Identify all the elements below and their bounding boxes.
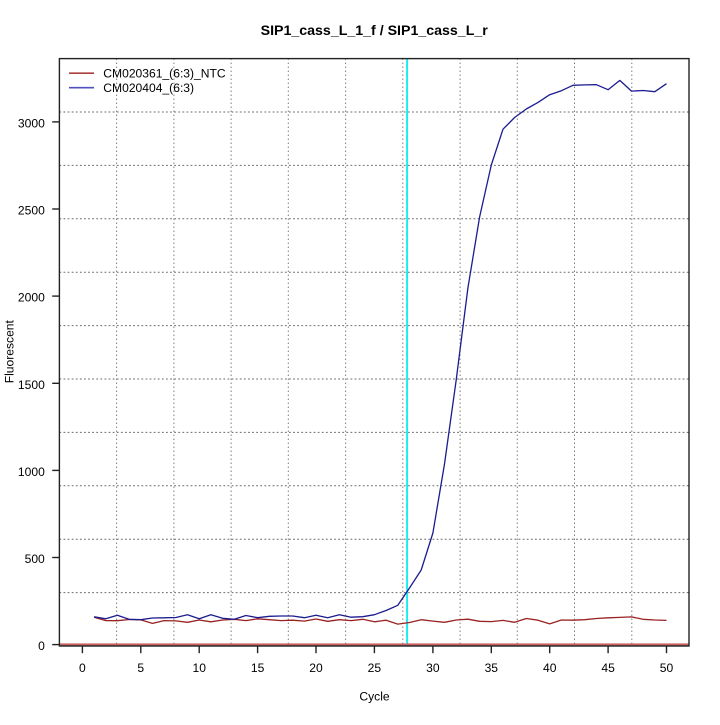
svg-text:0: 0 xyxy=(79,661,86,675)
svg-text:SIP1_cass_L_1_f / SIP1_cass_L_: SIP1_cass_L_1_f / SIP1_cass_L_r xyxy=(261,23,489,39)
svg-text:10: 10 xyxy=(192,661,206,675)
svg-text:Cycle: Cycle xyxy=(359,689,390,703)
svg-text:15: 15 xyxy=(251,661,265,675)
svg-text:CM020361_(6:3)_NTC: CM020361_(6:3)_NTC xyxy=(103,66,226,80)
svg-text:2000: 2000 xyxy=(18,291,45,305)
svg-text:30: 30 xyxy=(426,661,440,675)
svg-text:45: 45 xyxy=(601,661,615,675)
svg-text:1000: 1000 xyxy=(18,465,45,479)
svg-text:2500: 2500 xyxy=(18,204,45,218)
svg-text:1500: 1500 xyxy=(18,378,45,392)
svg-text:40: 40 xyxy=(543,661,557,675)
svg-text:35: 35 xyxy=(485,661,499,675)
svg-text:3000: 3000 xyxy=(18,116,45,130)
svg-text:0: 0 xyxy=(38,639,45,653)
svg-text:CM020404_(6:3): CM020404_(6:3) xyxy=(103,81,194,95)
svg-text:Fluorescent: Fluorescent xyxy=(3,319,17,383)
svg-text:20: 20 xyxy=(309,661,323,675)
svg-text:5: 5 xyxy=(137,661,144,675)
svg-text:500: 500 xyxy=(25,552,45,566)
svg-text:25: 25 xyxy=(368,661,382,675)
svg-text:50: 50 xyxy=(660,661,674,675)
